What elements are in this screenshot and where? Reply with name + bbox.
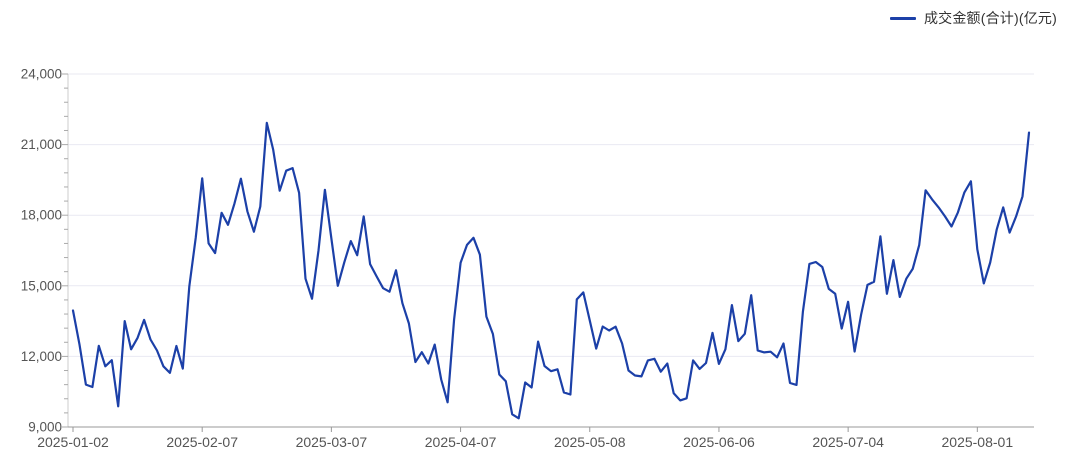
series-line [71, 121, 1031, 420]
legend-line-swatch [889, 16, 916, 20]
y-axis-label: 24,000 [21, 67, 62, 82]
x-axis-label: 2025-08-01 [942, 434, 1014, 450]
legend[interactable]: 成交金额(合计)(亿元) [889, 8, 1057, 28]
y-axis-label: 18,000 [21, 208, 62, 223]
x-axis-label: 2025-06-06 [683, 434, 755, 450]
y-axis-label: 21,000 [21, 137, 62, 152]
y-axis-label: 12,000 [21, 349, 62, 364]
y-axis-label: 9,000 [28, 420, 62, 435]
y-axis-label: 15,000 [21, 278, 62, 293]
x-axis-label: 2025-07-04 [812, 434, 884, 450]
x-axis-label: 2025-02-07 [166, 434, 238, 450]
x-axis-label: 2025-05-08 [554, 434, 626, 450]
x-axis-label: 2025-03-07 [296, 434, 368, 450]
legend-label: 成交金额(合计)(亿元) [923, 10, 1057, 26]
x-axis-label: 2025-01-02 [37, 434, 109, 450]
x-axis-label: 2025-04-07 [425, 434, 497, 450]
